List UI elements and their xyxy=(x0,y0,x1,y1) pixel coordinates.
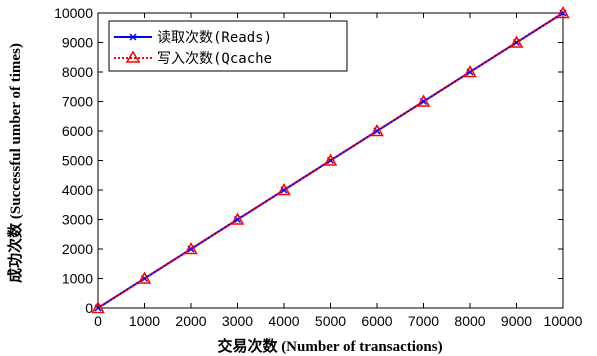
legend: 读取次数(Reads) 写入次数(Qcache xyxy=(108,20,348,72)
series-1-point xyxy=(416,94,431,107)
x-axis-ticks: 0 1000 2000 3000 4000 5000 6000 7000 8000 9000 100… xyxy=(94,13,583,329)
x-tick-label: 9000 xyxy=(501,313,532,329)
x-tick-label: 10000 xyxy=(544,313,583,329)
legend-box xyxy=(108,20,348,72)
y-tick-label: 6000 xyxy=(62,123,93,139)
series-1-point xyxy=(277,182,291,196)
y-tick-label: 3000 xyxy=(62,212,93,228)
y-tick-label: 5000 xyxy=(62,153,93,169)
series-1-point xyxy=(556,5,570,19)
x-tick-label: 1000 xyxy=(129,313,160,329)
y-tick-label: 1000 xyxy=(62,271,93,287)
y-tick-label: 2000 xyxy=(62,241,93,257)
series-layer xyxy=(91,5,570,314)
legend-marker-reads xyxy=(129,33,137,41)
x-tick-label: 6000 xyxy=(361,313,392,329)
series-1-point xyxy=(184,241,198,255)
legend-label-reads: 读取次数(Reads) xyxy=(157,29,272,46)
series-1-point xyxy=(137,271,152,284)
plot-area: 0 1000 2000 3000 4000 5000 6000 7000 8000 9000 100… xyxy=(54,5,583,329)
y-tick-label: 10000 xyxy=(54,5,93,21)
series-1-point xyxy=(463,64,477,78)
x-tick-label: 0 xyxy=(94,313,102,329)
series-1-point xyxy=(370,123,384,137)
y-tick-label: 9000 xyxy=(62,35,93,51)
x-tick-label: 8000 xyxy=(454,313,485,329)
y-axis-ticks: 0 1000 2000 3000 4000 5000 6000 7000 8000 9000 100… xyxy=(54,5,563,316)
x-tick-label: 4000 xyxy=(268,313,299,329)
y-tick-label: 7000 xyxy=(62,94,93,110)
y-tick-label: 4000 xyxy=(62,182,93,198)
series-1-point xyxy=(509,35,524,48)
y-axis-title: 成功次数 (Successful umber of times) xyxy=(6,43,24,283)
series-1-point xyxy=(323,153,338,166)
y-tick-label: 8000 xyxy=(62,64,93,80)
legend-marker-qcache xyxy=(125,50,141,63)
x-tick-label: 3000 xyxy=(222,313,253,329)
series-1-point xyxy=(230,212,245,225)
x-tick-label: 2000 xyxy=(175,313,206,329)
x-tick-label: 5000 xyxy=(315,313,346,329)
series-1-point xyxy=(91,300,105,314)
x-tick-label: 7000 xyxy=(408,313,439,329)
y-tick-label: 0 xyxy=(85,300,93,316)
x-axis-title: 交易次数 (Number of transactions) xyxy=(217,337,442,355)
legend-label-qcache: 写入次数(Qcache xyxy=(157,51,272,67)
